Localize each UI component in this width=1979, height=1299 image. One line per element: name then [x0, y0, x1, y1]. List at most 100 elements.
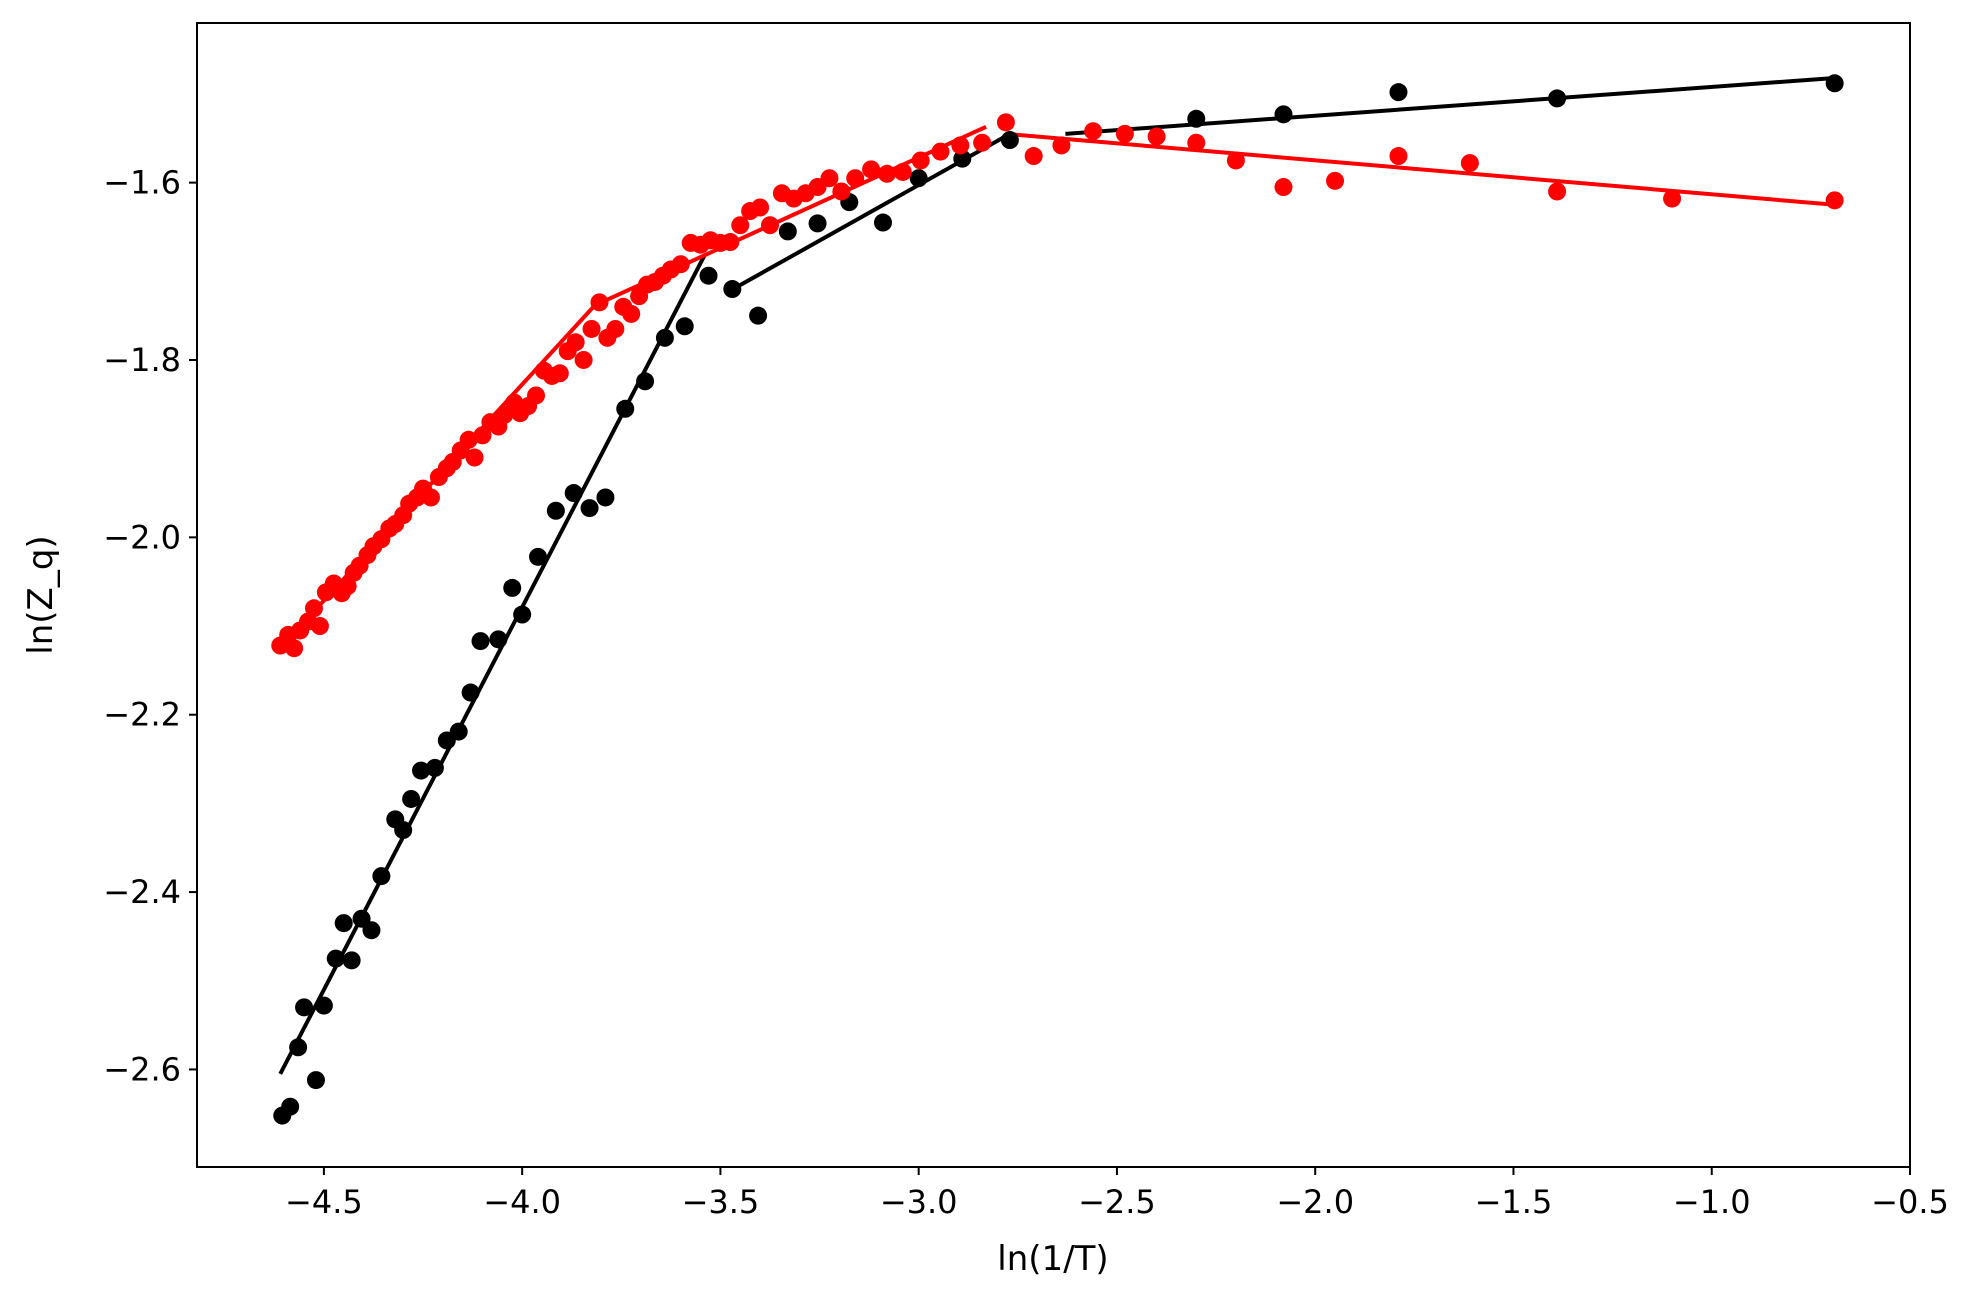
data-point: [721, 233, 740, 252]
data-point: [1052, 136, 1071, 155]
data-point: [1187, 109, 1206, 128]
y-tick-label: −2.2: [103, 696, 181, 734]
data-point: [503, 578, 522, 597]
x-tick-label: −1.5: [1475, 1183, 1553, 1221]
data-point: [295, 998, 314, 1017]
data-point: [310, 617, 329, 636]
data-point: [394, 821, 413, 840]
data-point: [550, 364, 569, 383]
data-point: [306, 1071, 325, 1090]
data-point: [580, 499, 599, 518]
y-tick-label: −2.0: [103, 518, 181, 556]
data-point: [655, 328, 674, 347]
data-point: [1274, 105, 1293, 124]
data-point: [953, 149, 972, 168]
data-point: [495, 405, 514, 424]
data-point: [421, 488, 440, 507]
data-point: [760, 216, 779, 235]
data-point: [362, 921, 381, 940]
x-tick-label: −2.0: [1276, 1183, 1354, 1221]
data-point: [473, 426, 492, 445]
x-tick-label: −0.5: [1871, 1183, 1949, 1221]
data-point: [564, 484, 583, 503]
data-point: [606, 319, 625, 338]
data-point: [808, 214, 827, 233]
data-point: [1000, 131, 1019, 150]
x-tick-label: −1.0: [1673, 1183, 1751, 1221]
data-point: [342, 951, 361, 970]
y-tick-label: −1.8: [103, 341, 181, 379]
data-points: [271, 74, 1844, 1125]
data-point: [314, 996, 333, 1015]
y-tick-label: −2.4: [103, 873, 181, 911]
data-point: [671, 255, 690, 274]
data-point: [304, 599, 323, 618]
data-point: [465, 448, 484, 467]
data-point: [1226, 151, 1245, 170]
data-point: [513, 605, 532, 624]
x-tick-label: −3.0: [880, 1183, 958, 1221]
data-point: [699, 266, 718, 285]
data-point: [636, 372, 655, 391]
data-point: [425, 758, 444, 777]
x-tick-label: −4.0: [483, 1183, 561, 1221]
data-point: [973, 133, 992, 152]
data-point: [596, 488, 615, 507]
data-point: [622, 304, 641, 323]
data-point: [1115, 124, 1134, 143]
data-point: [1274, 178, 1293, 197]
data-point: [527, 386, 546, 405]
data-point: [1389, 147, 1408, 166]
data-point: [832, 182, 851, 201]
data-point: [731, 216, 750, 235]
data-point: [285, 639, 304, 658]
data-point: [461, 683, 480, 702]
data-point: [893, 162, 912, 181]
data-point: [951, 136, 970, 155]
data-point: [1548, 89, 1567, 108]
data-point: [778, 222, 797, 241]
fit-line-1-2: [1005, 131, 1835, 207]
data-point: [459, 430, 478, 449]
data-point: [489, 630, 508, 649]
data-point: [1389, 83, 1408, 102]
x-axis-label: ln(1/T): [997, 1239, 1108, 1279]
x-tick-label: −3.5: [682, 1183, 760, 1221]
data-point: [1663, 189, 1682, 208]
data-point: [846, 169, 865, 188]
data-point: [996, 113, 1015, 132]
plot-frame: [196, 22, 1911, 1168]
y-axis-label: ln(Z_q): [21, 535, 61, 654]
data-point: [1825, 191, 1844, 210]
data-point: [723, 280, 742, 299]
data-point: [873, 213, 892, 232]
data-point: [1024, 147, 1043, 166]
data-point: [582, 319, 601, 338]
data-point: [412, 761, 431, 780]
data-point: [820, 169, 839, 188]
data-point: [372, 867, 391, 886]
data-point: [675, 317, 694, 336]
x-tick-label: −2.5: [1078, 1183, 1156, 1221]
data-point: [911, 151, 930, 170]
data-point: [546, 501, 565, 520]
data-point: [1460, 154, 1479, 173]
data-point: [616, 399, 635, 418]
y-axis: −2.6 −2.4 −2.2 −2.0 −1.8 −1.6: [103, 164, 197, 1088]
data-point: [1825, 74, 1844, 93]
data-point: [751, 198, 770, 217]
data-point: [877, 164, 896, 183]
data-point: [402, 789, 421, 808]
data-point: [1548, 182, 1567, 201]
data-point: [862, 160, 881, 179]
data-point: [1326, 171, 1345, 190]
data-point: [574, 350, 593, 369]
fit-line-0-0: [278, 254, 707, 1075]
x-tick-label: −4.5: [285, 1183, 363, 1221]
data-point: [1084, 122, 1103, 141]
data-point: [1187, 133, 1206, 152]
data-point: [909, 169, 928, 188]
y-tick-label: −2.6: [103, 1050, 181, 1088]
data-point: [566, 333, 585, 352]
